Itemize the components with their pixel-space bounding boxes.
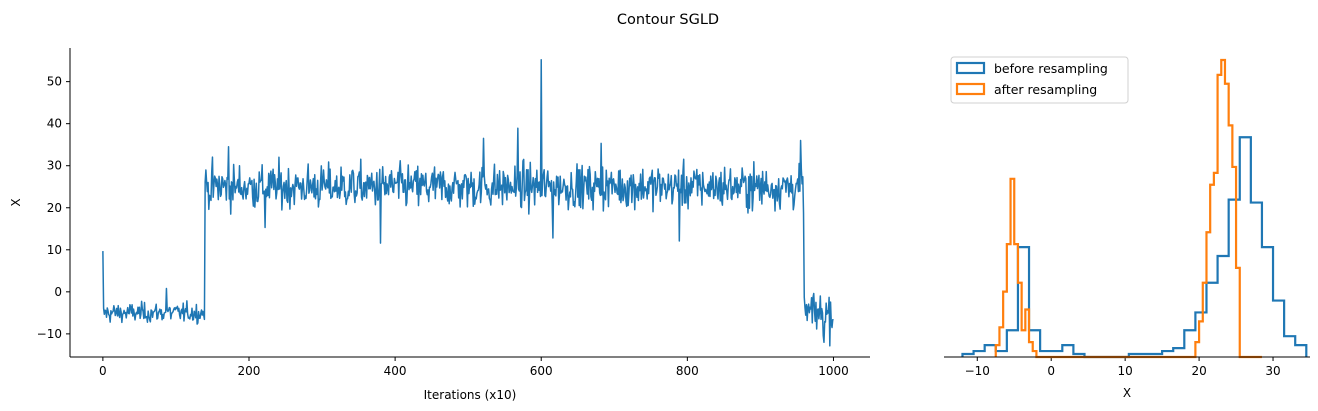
trace-x-tick-label: 600 — [530, 364, 553, 378]
trace-y-tick-label: 30 — [47, 159, 62, 173]
trace-plot: 0 200 400 600 800 1000 −10 0 10 20 30 40 50 Iteratio… — [9, 48, 870, 402]
trace-x-tick-label: 400 — [384, 364, 407, 378]
histogram-before-resampling-step — [961, 136, 1308, 359]
trace-x-tick-label: 1000 — [818, 364, 849, 378]
histogram-ticks: −10 0 10 20 30 — [965, 357, 1281, 378]
figure-title: Contour SGLD — [617, 12, 719, 28]
trace-x-axis-label: Iterations (x10) — [424, 388, 517, 402]
legend-swatch-before-resampling — [955, 61, 986, 75]
trace-ticks: 0 200 400 600 800 1000 −10 0 10 20 30 40 50 — [37, 75, 849, 378]
trace-series-line — [102, 59, 834, 347]
legend-label-before-resampling: before resampling — [994, 61, 1108, 76]
trace-x-tick-label: 800 — [676, 364, 699, 378]
histogram-x-tick-label: 20 — [1191, 364, 1206, 378]
legend-swatch-after-resampling — [955, 82, 986, 96]
trace-y-tick-label: 50 — [47, 75, 62, 89]
trace-y-tick-label: 0 — [54, 285, 62, 299]
legend-frame — [950, 56, 1129, 104]
trace-y-axis-label: X — [9, 198, 23, 206]
histogram-x-tick-label: −10 — [965, 364, 990, 378]
trace-x-tick-label: 0 — [99, 364, 107, 378]
trace-y-tick-label: 40 — [47, 117, 62, 131]
trace-x-tick-label: 200 — [238, 364, 261, 378]
histogram-plot: −10 0 10 20 30 X before resampling after res… — [944, 56, 1310, 400]
legend-label-after-resampling: after resampling — [994, 82, 1097, 97]
histogram-x-tick-label: 10 — [1118, 364, 1133, 378]
histogram-x-tick-label: 30 — [1265, 364, 1280, 378]
histogram-x-axis-label: X — [1123, 386, 1131, 400]
histogram-after-resampling-step — [994, 58, 1262, 359]
trace-y-tick-label: 20 — [47, 201, 62, 215]
trace-y-tick-label: −10 — [37, 327, 62, 341]
histogram-x-tick-label: 0 — [1047, 364, 1055, 378]
histogram-legend: before resampling after resampling — [950, 56, 1129, 104]
trace-y-tick-label: 10 — [47, 243, 62, 257]
